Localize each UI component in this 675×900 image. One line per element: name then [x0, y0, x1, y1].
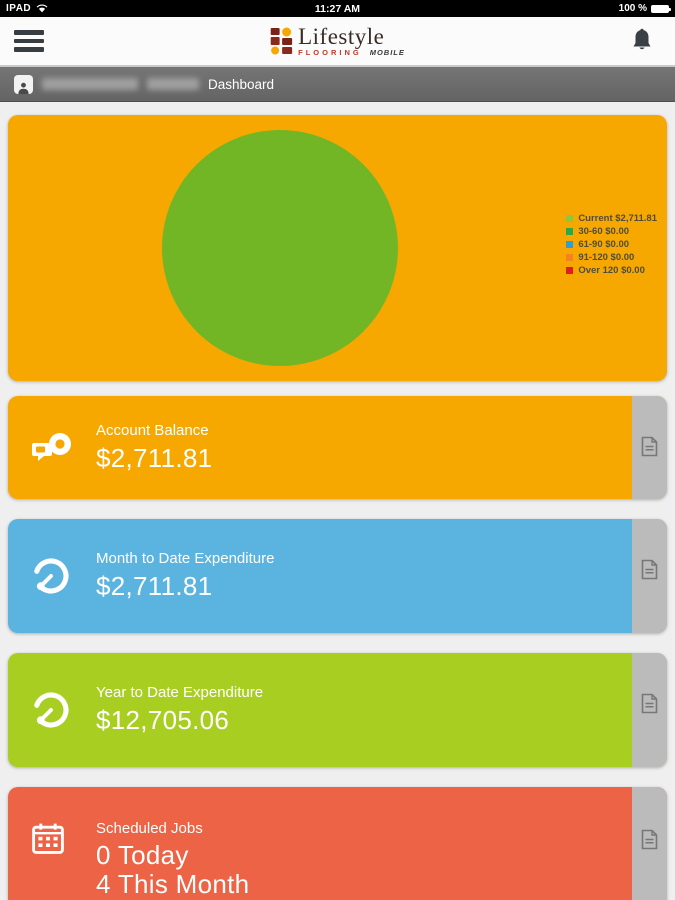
legend-label: 61-90 $0.00	[578, 239, 630, 250]
legend-label: Current $2,711.81	[578, 213, 657, 224]
scheduled-jobs-card[interactable]: Scheduled Jobs 0 Today 4 This Month	[8, 787, 667, 900]
gauge-icon	[33, 558, 69, 594]
battery-icon	[651, 4, 671, 13]
legend-item-current: Current $2,711.81	[566, 212, 657, 225]
legend-label: Over 120 $0.00	[578, 265, 645, 276]
document-icon	[641, 436, 658, 457]
card-title: Account Balance	[96, 421, 209, 439]
legend-item-over-120: Over 120 $0.00	[566, 264, 657, 277]
app-header: Lifestyle FLOORING MOBILE	[0, 17, 675, 67]
card-value: $2,711.81	[96, 442, 213, 473]
card-value: $12,705.06	[96, 705, 230, 735]
legend-item-91-120: 91-120 $0.00	[566, 251, 657, 264]
breadcrumb: Dashboard	[0, 67, 675, 102]
brand-suffix: MOBILE	[369, 48, 405, 58]
clock: 11:27 AM	[314, 2, 361, 15]
legend-swatch	[566, 254, 574, 261]
money-icon	[32, 432, 71, 461]
logo-tile-icon	[270, 27, 292, 55]
ytd-report-button[interactable]	[632, 653, 667, 767]
legend-swatch	[566, 267, 574, 274]
jobs-today-value: 0 Today	[96, 840, 189, 870]
wifi-icon	[36, 4, 48, 13]
account-contact-icon	[14, 74, 33, 94]
card-title: Scheduled Jobs	[96, 820, 203, 837]
legend-item-61-90: 61-90 $0.00	[566, 238, 657, 251]
battery-percent: 100 %	[618, 3, 647, 14]
dashboard-content: Current $2,711.81 30-60 $0.00 61-90 $0.0…	[0, 102, 675, 900]
account-balance-report-button[interactable]	[632, 396, 667, 499]
jobs-report-button[interactable]	[632, 787, 667, 900]
gauge-icon	[33, 692, 69, 728]
menu-button[interactable]	[8, 21, 54, 61]
redacted-account-code	[147, 78, 199, 90]
legend-label: 91-120 $0.00	[578, 252, 635, 263]
document-icon	[641, 829, 658, 850]
calendar-icon	[32, 823, 64, 854]
mtd-expenditure-card[interactable]: Month to Date Expenditure $2,711.81	[8, 519, 667, 633]
jobs-month-value: 4 This Month	[96, 869, 250, 899]
legend-swatch	[566, 215, 574, 222]
legend-swatch	[566, 241, 574, 248]
legend-label: 30-60 $0.00	[578, 226, 630, 237]
ytd-expenditure-card[interactable]: Year to Date Expenditure $12,705.06	[8, 653, 667, 767]
aging-pie-chart	[162, 130, 398, 366]
status-bar: IPAD 11:27 AM 100 %	[0, 0, 675, 17]
carrier-label: IPAD	[6, 3, 32, 14]
brand-name: Lifestyle	[298, 24, 385, 50]
legend-swatch	[566, 228, 574, 235]
aging-chart-card: Current $2,711.81 30-60 $0.00 61-90 $0.0…	[8, 115, 667, 381]
document-icon	[641, 693, 658, 714]
card-title: Month to Date Expenditure	[96, 550, 275, 567]
account-balance-card[interactable]: Account Balance $2,711.81	[8, 396, 667, 499]
app-logo: Lifestyle FLOORING MOBILE	[270, 25, 405, 57]
bell-icon	[633, 28, 651, 50]
redacted-account-name	[42, 78, 138, 90]
brand-subtitle: FLOORING	[298, 48, 362, 58]
card-title: Year to Date Expenditure	[96, 684, 264, 701]
legend-item-30-60: 30-60 $0.00	[566, 225, 657, 238]
document-icon	[641, 559, 658, 580]
chart-legend: Current $2,711.81 30-60 $0.00 61-90 $0.0…	[566, 212, 657, 277]
mtd-report-button[interactable]	[632, 519, 667, 633]
notifications-button[interactable]	[627, 24, 657, 58]
card-value: $2,711.81	[96, 571, 213, 601]
breadcrumb-page-label: Dashboard	[208, 76, 275, 92]
